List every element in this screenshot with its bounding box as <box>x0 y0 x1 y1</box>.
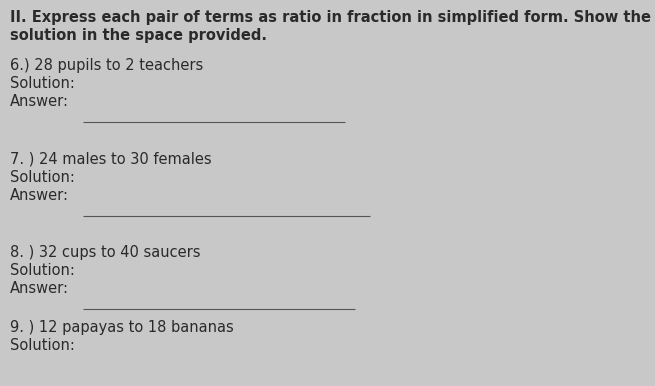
Text: Answer:: Answer: <box>10 94 69 109</box>
Text: Solution:: Solution: <box>10 338 75 353</box>
Text: Solution:: Solution: <box>10 263 75 278</box>
Text: Answer:: Answer: <box>10 281 69 296</box>
Text: 8. ) 32 cups to 40 saucers: 8. ) 32 cups to 40 saucers <box>10 245 200 260</box>
Text: Answer:: Answer: <box>10 188 69 203</box>
Text: solution in the space provided.: solution in the space provided. <box>10 28 267 43</box>
Text: Solution:: Solution: <box>10 76 75 91</box>
Text: 7. ) 24 males to 30 females: 7. ) 24 males to 30 females <box>10 152 212 167</box>
Text: Solution:: Solution: <box>10 170 75 185</box>
Text: II. Express each pair of terms as ratio in fraction in simplified form. Show the: II. Express each pair of terms as ratio … <box>10 10 651 25</box>
Text: 9. ) 12 papayas to 18 bananas: 9. ) 12 papayas to 18 bananas <box>10 320 234 335</box>
Text: 6.) 28 pupils to 2 teachers: 6.) 28 pupils to 2 teachers <box>10 58 203 73</box>
